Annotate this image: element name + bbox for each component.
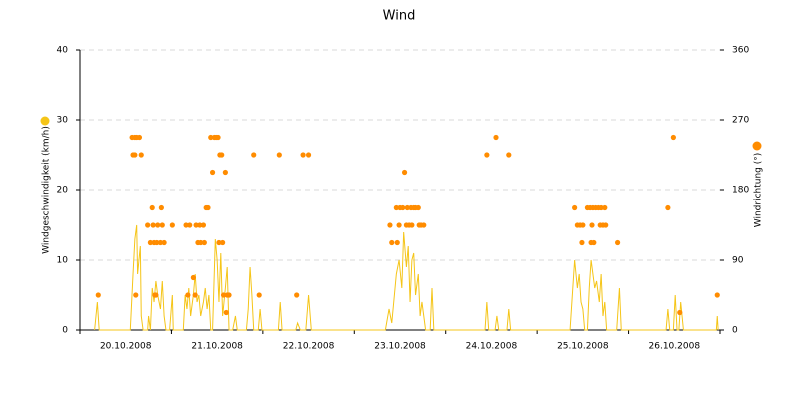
direction-point [591,239,597,246]
direction-point [396,222,402,228]
direction-point [580,222,586,228]
direction-point [598,204,604,211]
direction-point [409,222,415,228]
direction-point [161,239,167,246]
direction-point [158,204,164,211]
direction-point [222,169,228,176]
direction-point [572,204,578,211]
direction-point [670,134,676,141]
direction-point [159,222,165,228]
y2-tick-label: 90 [732,256,744,266]
direction-point [300,152,306,158]
x-tick-label: 24.10.2008 [466,342,518,352]
direction-point [404,204,410,211]
direction-point [421,222,427,228]
direction-point [216,239,222,246]
direction-point [169,222,175,228]
direction-point [603,222,609,228]
direction-point [157,239,164,246]
direction-point [387,222,393,228]
direction-point [198,239,204,246]
x-tick-label: 20.10.2008 [100,342,152,352]
x-tick-label: 25.10.2008 [557,342,609,352]
direction-point [400,204,406,211]
y-tick-label: 10 [57,256,69,266]
direction-point [415,204,421,211]
y2-tick-label: 270 [732,116,749,126]
direction-point [208,134,214,141]
speed-line [94,224,719,331]
y2-axis-label: Windrichtung (°) [754,153,764,228]
legend-marker [752,141,762,151]
direction-point [506,152,512,158]
y-tick-label: 30 [57,116,69,126]
direction-point [132,152,138,158]
direction-point [484,152,490,158]
direction-point [149,204,155,211]
direction-point [256,292,262,298]
direction-point [209,169,216,176]
direction-point [602,204,608,211]
direction-point [205,204,211,211]
y2-tick-label: 360 [732,46,749,56]
direction-point [401,169,408,176]
direction-point [305,152,312,158]
direction-point [187,222,193,228]
y-tick-label: 20 [57,186,69,196]
x-tick-label: 22.10.2008 [283,342,335,352]
direction-point [589,222,595,228]
y2-tick-label: 0 [732,326,738,336]
direction-point [95,292,101,298]
direction-point [665,204,671,211]
direction-point [145,222,151,228]
direction-point [251,152,257,158]
direction-point [220,292,227,298]
direction-point [394,239,400,246]
y2-tick-label: 180 [732,186,749,196]
direction-point [183,222,189,228]
y-tick-label: 40 [57,46,69,56]
direction-point [677,309,683,316]
direction-point [389,239,395,246]
direction-point [154,239,160,246]
direction-point [200,222,207,228]
y-tick-label: 0 [62,326,68,336]
direction-point [393,204,399,211]
x-tick-label: 23.10.2008 [374,342,426,352]
direction-point [136,134,143,141]
x-tick-label: 21.10.2008 [191,342,243,352]
direction-point [215,134,221,141]
direction-point [223,309,229,316]
direction-point [615,239,621,246]
chart-title: Wind [383,9,416,24]
y-axis-label: Windgeschwindigkeit (km/h) [42,126,52,254]
direction-point [133,292,139,298]
direction-point [579,239,585,246]
direction-point [190,274,196,281]
direction-point [192,292,198,298]
direction-point [201,239,207,246]
direction-point [226,292,232,298]
direction-point [220,239,226,246]
direction-point [219,152,225,158]
direction-point [193,222,199,228]
direction-point [153,292,159,298]
direction-point [150,222,156,228]
direction-point [185,292,191,298]
x-tick-label: 26.10.2008 [649,342,701,352]
direction-point [276,152,282,158]
direction-point [294,292,300,298]
direction-point [197,222,203,228]
direction-point [147,239,153,246]
direction-point [493,134,499,141]
direction-point [138,152,144,158]
direction-point [155,222,161,228]
legend-marker [40,116,50,126]
direction-point [714,292,720,298]
